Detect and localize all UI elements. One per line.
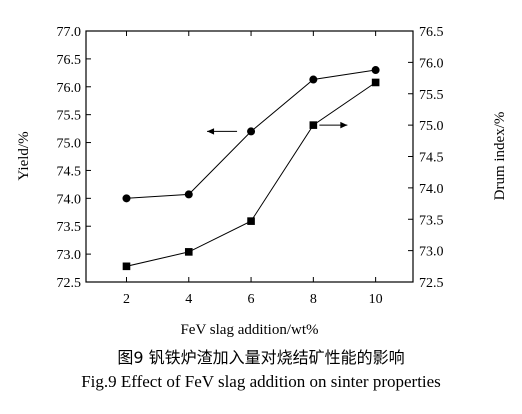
series-0-point-4 [371,66,380,75]
left-y-tick-label-5: 75.0 [57,137,82,152]
left-y-tick-label-0: 72.5 [57,276,82,291]
right-y-tick-label-6: 75.5 [419,88,444,103]
axis-arrow-left [207,128,238,135]
left-y-tick-label-1: 73.0 [57,248,82,263]
right-y-tick-label-7: 76.0 [419,56,444,71]
axis-arrow-head-0 [207,128,215,135]
series-layer [122,66,380,271]
figure-caption-chinese: 图9 钒铁炉渣加入量对烧结矿性能的影响 [117,348,405,367]
right-y-tick-label-0: 72.5 [419,276,444,291]
series-1-point-3 [309,121,318,129]
left-y-tick-label-7: 76.0 [57,81,82,96]
left-y-tick-label-8: 76.5 [57,53,82,68]
series-1-line [126,82,376,267]
annotation-layer [207,121,348,135]
left-y-axis-title: Yield/% [16,131,32,180]
plot-frame [85,30,414,283]
left-y-tick-label-9: 77.0 [57,25,82,40]
x-tick-label-4: 10 [369,292,383,307]
right-y-tick-label-8: 76.5 [419,25,444,40]
series-1-point-0 [122,262,131,271]
series-0-point-3 [309,75,318,84]
series-0-point-0 [122,194,131,203]
left-y-tick-label-3: 74.0 [57,192,82,207]
left-y-tick-label-2: 73.5 [57,220,82,235]
x-tick-label-0: 2 [123,292,130,307]
right-y-tick-label-4: 74.5 [419,151,444,166]
series-0-point-1 [184,190,193,199]
axis-arrow-head-1 [340,121,348,129]
series-1-point-4 [371,78,380,87]
series-0-point-2 [247,127,256,136]
ticks-layer: 2 4 6 8 10 72.5 73.0 73.5 74.0 74.5 75.0 75.5 76.0 76… [57,25,444,307]
x-tick-label-1: 4 [185,292,192,307]
dual-axis-line-chart: 2 4 6 8 10 72.5 73.0 73.5 74.0 74.5 75.0 75.5 76.0 76… [16,25,508,338]
right-y-tick-label-1: 73.0 [419,245,444,260]
series-1-point-1 [184,248,193,256]
x-axis-title: FeV slag addition/wt% [180,322,318,338]
right-y-tick-label-2: 73.5 [419,213,444,228]
series-1-point-2 [247,217,255,225]
x-tick-label-3: 8 [310,292,317,307]
right-y-tick-label-3: 74.0 [419,182,444,197]
axis-arrow-right [319,121,348,129]
right-y-tick-label-5: 75.0 [419,119,444,134]
left-y-tick-label-6: 75.5 [57,109,82,124]
figure-caption-english: Fig.9 Effect of FeV slag addition on sin… [81,372,441,391]
left-y-tick-label-4: 74.5 [57,164,82,179]
right-y-axis-title: Drum index/% [492,112,508,201]
x-tick-label-2: 6 [248,292,255,307]
